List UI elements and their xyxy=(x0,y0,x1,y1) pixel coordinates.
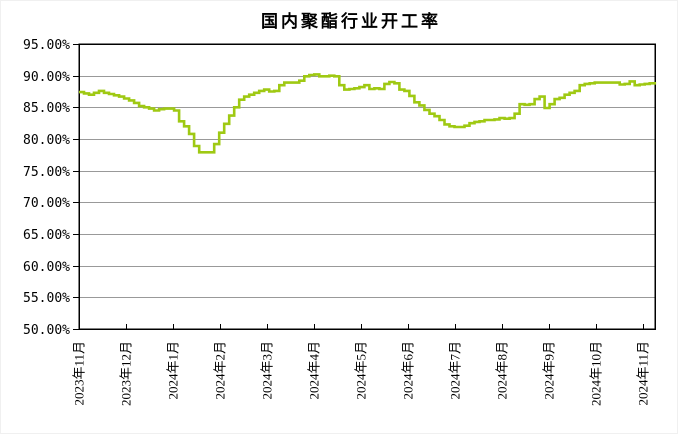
x-axis-label: 2024年8月 xyxy=(495,341,510,400)
y-axis-label: 95.00% xyxy=(23,38,70,53)
plot-border xyxy=(78,43,656,330)
x-axis-label: 2024年9月 xyxy=(542,341,557,400)
y-axis-label: 65.00% xyxy=(23,228,70,243)
y-axis-label: 50.00% xyxy=(23,323,70,338)
x-axis-label: 2023年11月 xyxy=(72,341,87,406)
y-axis-label: 55.00% xyxy=(23,291,70,306)
x-axis-label: 2024年4月 xyxy=(307,341,322,400)
x-axis-label: 2024年2月 xyxy=(213,341,228,400)
x-axis-label: 2024年10月 xyxy=(589,341,604,406)
x-axis-label: 2024年3月 xyxy=(260,341,275,400)
x-axis-label: 2023年12月 xyxy=(119,341,134,406)
x-axis-label: 2024年6月 xyxy=(401,341,416,400)
x-axis-label: 2024年7月 xyxy=(448,341,463,400)
x-axis-label: 2024年11月 xyxy=(636,341,651,406)
y-axis-label: 80.00% xyxy=(23,133,70,148)
series-line xyxy=(79,73,657,154)
y-axis-label: 90.00% xyxy=(23,70,70,85)
y-axis-label: 85.00% xyxy=(23,101,70,116)
chart-title: 国内聚酯行业开工率 xyxy=(261,12,441,31)
x-axis-label: 2024年1月 xyxy=(166,341,181,400)
y-axis-label: 70.00% xyxy=(23,196,70,211)
x-axis-label: 2024年5月 xyxy=(354,341,369,400)
y-axis-label: 60.00% xyxy=(23,260,70,275)
y-axis-label: 75.00% xyxy=(23,165,70,180)
